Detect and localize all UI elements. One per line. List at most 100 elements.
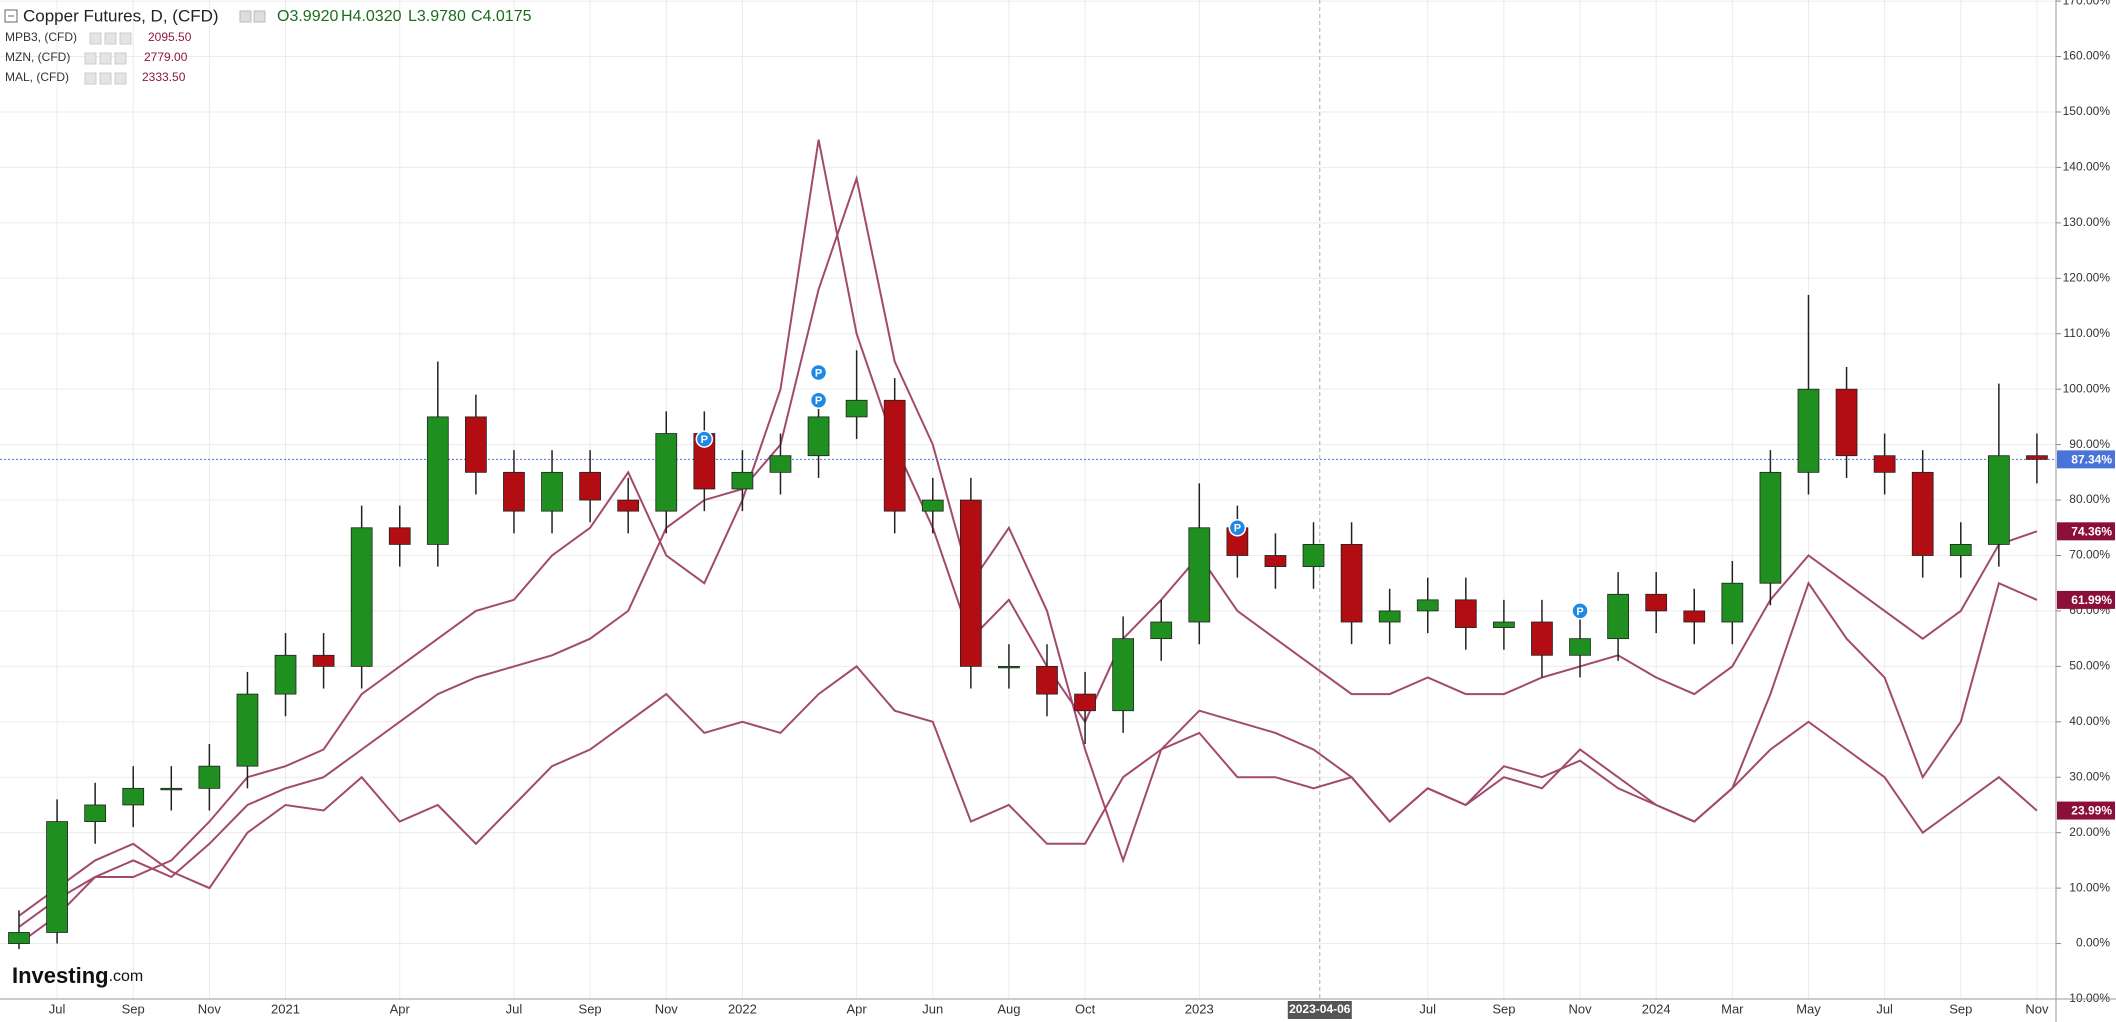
y-tick-label: 10.00%	[2069, 880, 2110, 894]
x-tick-label: 2023	[1185, 1001, 1214, 1016]
x-tick-label: Jul	[506, 1001, 523, 1016]
candle-body	[388, 527, 411, 545]
y-tick-label: 40.00%	[2069, 714, 2110, 728]
candle-body	[1036, 665, 1058, 695]
ohlc-label: O3.9920	[277, 8, 338, 25]
candle-body	[122, 787, 145, 806]
candle-body	[236, 693, 259, 767]
x-tick-label: Jul	[49, 1001, 66, 1016]
x-tick-label: 2022	[728, 1001, 757, 1016]
x-tick-label: Sep	[1492, 1001, 1515, 1016]
y-tick-label: 170.00%	[2063, 0, 2111, 7]
candle-body	[1797, 388, 1820, 473]
legend-title: Copper Futures, D, (CFD)	[23, 6, 219, 25]
legend-icon[interactable]	[239, 10, 252, 23]
x-tick-label: Nov	[1568, 1001, 1592, 1016]
candle-body	[1188, 527, 1211, 623]
candle-body	[1378, 610, 1401, 623]
x-tick-label: Sep	[1949, 1001, 1972, 1016]
event-marker-label: P	[1576, 606, 1583, 618]
candle-body	[541, 471, 563, 512]
y-tick-label: -10.00%	[2065, 991, 2110, 1005]
last-value-tag	[2057, 801, 2115, 820]
overlay-icon[interactable]	[89, 32, 102, 45]
x-tick-label: Jul	[1419, 1001, 1436, 1016]
candle-body	[84, 804, 107, 822]
candle-body	[617, 499, 640, 512]
overlay-price: 2779.00	[144, 50, 188, 64]
ohlc-label: C4.0175	[471, 8, 532, 25]
last-value-tag	[2057, 522, 2115, 541]
candle-body	[998, 665, 1020, 669]
last-value-label: 23.99%	[2071, 804, 2112, 818]
candle-body	[1835, 388, 1858, 457]
candle-body	[731, 471, 754, 490]
y-tick-label: 0.00%	[2076, 936, 2110, 950]
candle-body	[959, 499, 982, 667]
overlay-icon[interactable]	[114, 52, 127, 65]
candle-body	[198, 765, 221, 789]
collapse-icon[interactable]	[4, 9, 18, 23]
x-tick-label: Nov	[655, 1001, 679, 1016]
y-tick-label: 160.00%	[2063, 49, 2111, 63]
overlay-icon[interactable]	[84, 72, 97, 85]
candle-body	[426, 416, 449, 545]
candle-body	[1074, 693, 1096, 712]
last-value-label: 74.36%	[2071, 524, 2112, 538]
event-marker-label: P	[815, 395, 822, 407]
candle-body	[1531, 621, 1553, 656]
overlay-icon[interactable]	[104, 32, 117, 45]
overlay-icon[interactable]	[119, 32, 132, 45]
overlay-icon[interactable]	[99, 52, 112, 65]
legend-icon[interactable]	[253, 10, 266, 23]
candle-body	[769, 455, 792, 473]
watermark: Investing.com	[12, 963, 143, 988]
candle-body	[160, 787, 183, 791]
last-value-label: 61.99%	[2071, 593, 2112, 607]
event-marker[interactable]	[1228, 519, 1247, 537]
overlay-icon[interactable]	[84, 52, 97, 65]
x-tick-label: Apr	[390, 1001, 411, 1016]
candle-body	[465, 416, 487, 473]
crosshair-label: 2023-04-06	[1289, 1002, 1351, 1016]
overlay-name: MPB3, (CFD)	[5, 30, 77, 44]
x-tick-label: Nov	[198, 1001, 222, 1016]
x-tick-label: Jun	[922, 1001, 943, 1016]
candle-body	[883, 399, 906, 512]
x-tick-label: Jul	[1876, 1001, 1893, 1016]
crosshair-label-bg	[1287, 1001, 1352, 1019]
x-tick-label: Sep	[122, 1001, 145, 1016]
candle-body	[1949, 544, 1972, 556]
candle-body	[503, 471, 525, 512]
candle-body	[1759, 471, 1782, 584]
last-value-label: 87.34%	[2071, 453, 2112, 467]
overlay-name: MZN, (CFD)	[5, 50, 70, 64]
x-tick-label: Oct	[1075, 1001, 1096, 1016]
y-tick-label: 110.00%	[2064, 326, 2111, 340]
x-tick-label: 2024	[1642, 1001, 1671, 1016]
y-tick-label: 70.00%	[2069, 548, 2110, 562]
candle-body	[1569, 638, 1591, 656]
event-marker[interactable]	[809, 363, 828, 382]
candle-body	[1302, 544, 1325, 567]
watermark-suffix: .com	[109, 968, 144, 985]
ohlc-label: H4.0320	[341, 8, 402, 25]
y-tick-label: 90.00%	[2069, 437, 2110, 451]
overlay-icon[interactable]	[99, 72, 112, 85]
candle-body	[274, 654, 297, 695]
x-tick-label: 2021	[271, 1001, 300, 1016]
event-marker[interactable]	[1571, 602, 1589, 620]
candle-body	[579, 471, 601, 501]
last-value-tag	[2057, 590, 2115, 609]
candle-body	[807, 416, 830, 457]
overlay-icon[interactable]	[114, 72, 127, 85]
x-tick-label: Mar	[1721, 1001, 1744, 1016]
candle-body	[845, 399, 868, 418]
event-marker[interactable]	[695, 430, 714, 448]
overlay-price: 2095.50	[148, 30, 192, 44]
event-marker[interactable]	[809, 391, 828, 410]
candle-body	[1607, 593, 1629, 640]
candle-body	[8, 932, 30, 944]
overlay-line	[18, 174, 2038, 945]
